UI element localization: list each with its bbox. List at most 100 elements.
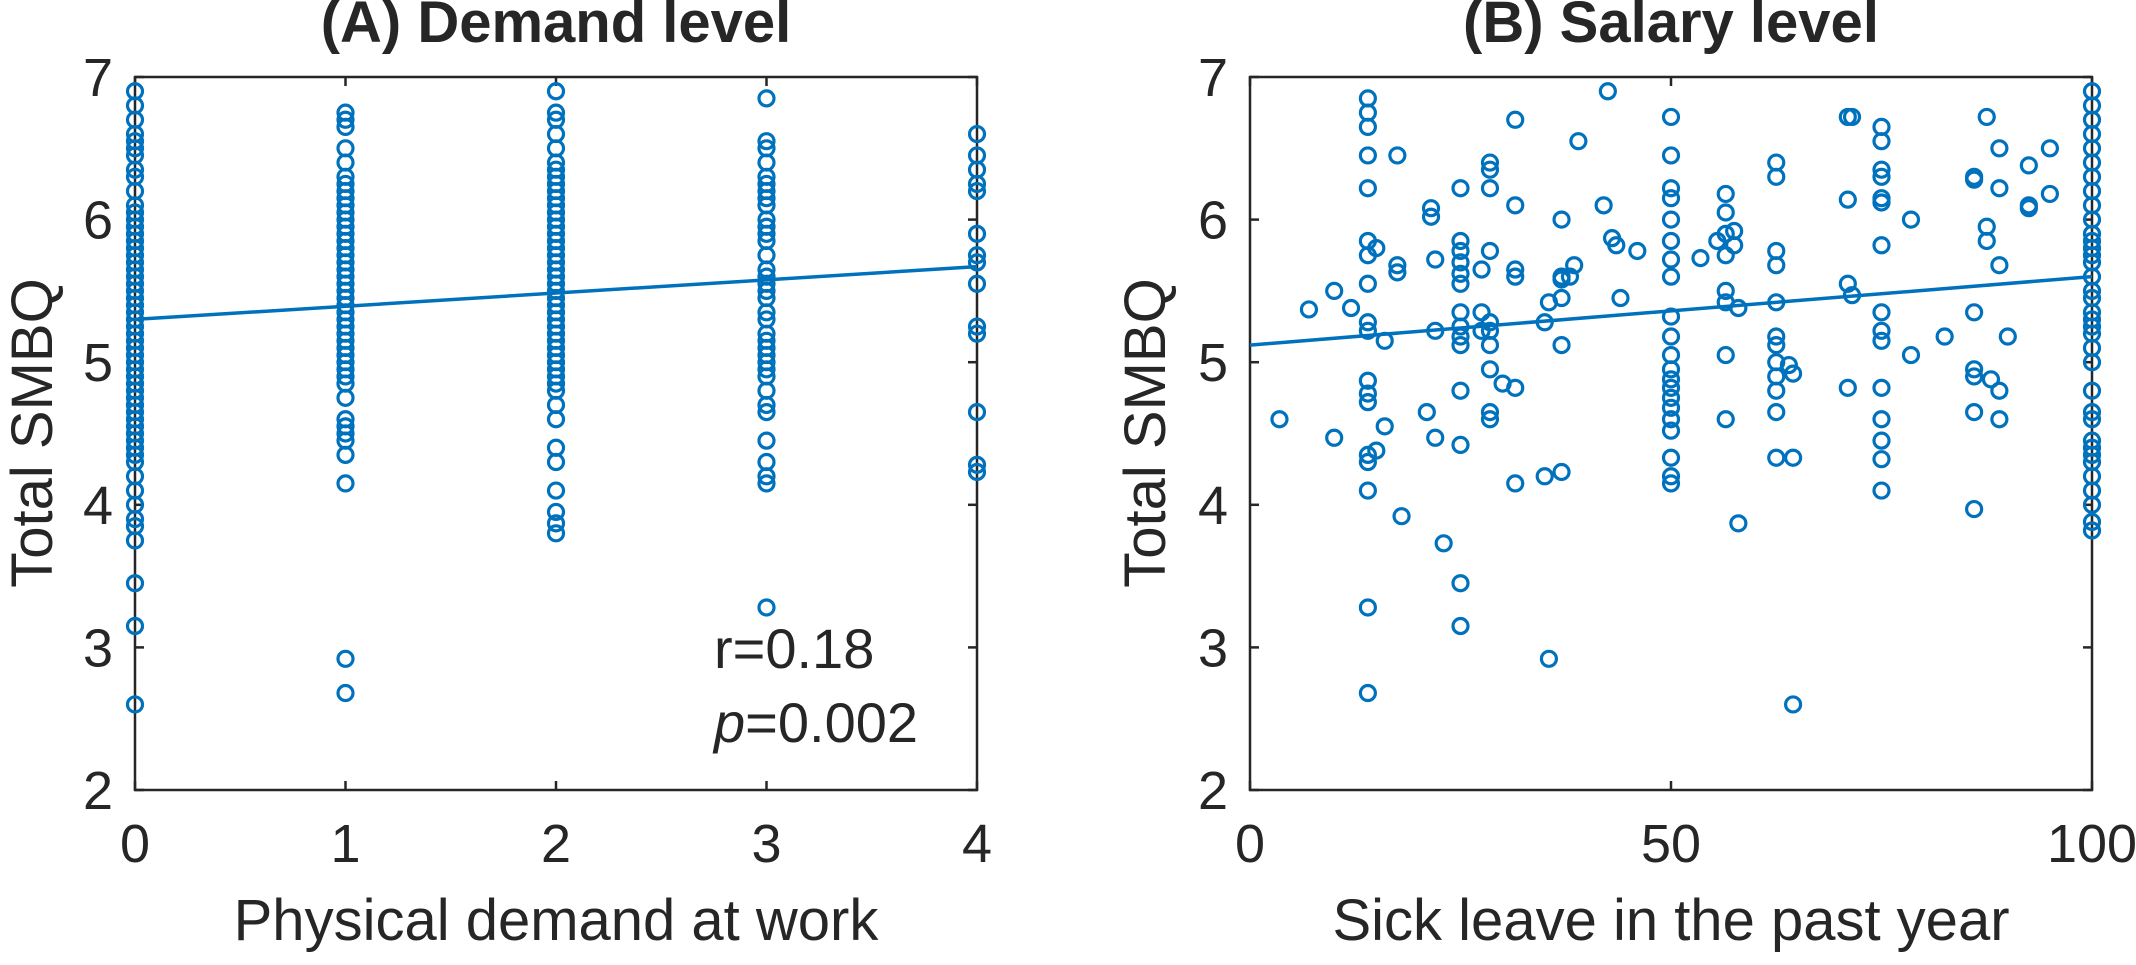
panel-b-data-point [1506, 474, 1525, 493]
panel-b-data-point [1611, 288, 1630, 308]
panel-b-data-point [1417, 403, 1436, 422]
panel-a-p-annotation: p=0.002 [712, 691, 918, 754]
panel-a-data-point [967, 403, 987, 422]
panel-a-points [125, 82, 987, 714]
panel-b-data-point [2082, 353, 2102, 372]
panel-b-data-point [1661, 378, 1681, 397]
panel-a-data-point [125, 531, 145, 550]
panel-a-data-point [967, 317, 987, 336]
panel-b-data-point [1872, 321, 1891, 340]
panel-b-data-point [1451, 335, 1470, 355]
panel-b-data-point [1506, 196, 1525, 215]
panel-a-data-point [757, 474, 776, 493]
panel-b-data-point [1716, 281, 1735, 300]
panel-b-data-point [1358, 313, 1377, 332]
panel-a-data-point [546, 103, 566, 122]
panel-b-data-point [1480, 179, 1500, 198]
panel-b-data-point [2082, 521, 2102, 540]
panel-a-data-point [757, 467, 776, 486]
panel-b-data-point [2082, 246, 2102, 265]
panel-a-data-point [757, 89, 776, 108]
panel-b-data-point [1451, 264, 1470, 283]
panel-b-data-point [1783, 448, 1803, 467]
panel-a-fit-line [134, 264, 978, 322]
panel-b-data-point [1539, 649, 1559, 668]
panel-b-data-point [1716, 345, 1735, 365]
panel-a-data-point [125, 509, 145, 529]
panel-a-data-point [967, 124, 987, 144]
panel-b-data-point [1598, 82, 1617, 101]
panel-b-data-point [1506, 110, 1525, 129]
panel-b-data-point [1716, 246, 1735, 265]
panel-b-data-point [1325, 428, 1344, 447]
panel-a-data-point [336, 388, 355, 407]
panel-a-data-point [546, 502, 566, 522]
panel-a-data-point [546, 452, 566, 472]
panel-a-x-tick-label: 3 [751, 814, 781, 874]
panel-b-data-point [2040, 184, 2059, 204]
panel-b-data-point [1990, 381, 2009, 400]
panel-b-data-point [1451, 616, 1470, 636]
panel-b-data-point [1661, 410, 1681, 429]
panel-a-data-point [757, 189, 776, 208]
panel-b-data-point [1358, 321, 1377, 340]
panel-b-data-point [1977, 231, 1996, 251]
panel-b-data-point [1965, 499, 1984, 519]
panel-b-title: (B) Salary level [1463, 0, 1879, 55]
panel-b-data-point [1661, 210, 1681, 229]
panel-b-data-point [1990, 410, 2009, 429]
panel-b-data-point [2082, 381, 2102, 400]
panel-b-data-point [1358, 393, 1377, 412]
panel-a-data-point [125, 139, 145, 158]
panel-b-data-point [1472, 260, 1491, 279]
panel-b-data-point [1661, 388, 1681, 407]
panel-b-data-point [1872, 410, 1891, 429]
panel-b-data-point [1729, 298, 1748, 318]
panel-b-data-point [1977, 107, 1996, 127]
panel-b-data-point [1716, 203, 1735, 222]
panel-b-data-point [1767, 448, 1786, 467]
panel-a-data-point [757, 303, 776, 322]
panel-b-data-point [1842, 107, 1862, 127]
panel-a-y-tick-label: 2 [83, 761, 113, 821]
panel-b-data-point [1872, 378, 1891, 397]
panel-b-data-point [2082, 495, 2102, 514]
panel-a-data-point [125, 445, 145, 464]
panel-b-data-point [1367, 239, 1386, 258]
panel-a-data-point [336, 110, 355, 129]
panel-b-data-point [1451, 274, 1470, 293]
panel-a-y-tick-label: 3 [83, 618, 113, 678]
panel-a-data-point [757, 132, 776, 151]
panel-b-data-point [1421, 207, 1441, 226]
panel-b-data-point [1872, 303, 1891, 322]
panel-a-data-point [757, 395, 776, 415]
panel-b-data-point [2082, 281, 2102, 300]
panel-b-data-point [1661, 327, 1681, 346]
panel-a-data-point [336, 683, 355, 703]
panel-b-data-point [1480, 403, 1500, 422]
panel-b-y-tick-label: 6 [1198, 191, 1228, 251]
panel-b-data-point [1661, 107, 1681, 127]
panel-b-data-point [1367, 441, 1386, 460]
panel-b-data-point [1552, 335, 1571, 355]
panel-b-data-point [1480, 241, 1500, 261]
panel-b-data-point [1990, 179, 2009, 198]
panel-b-data-point [1358, 384, 1377, 403]
panel-b-data-point [1480, 153, 1500, 172]
panel-b-data-point [2040, 139, 2059, 158]
panel-b-data-point [1779, 355, 1798, 375]
panel-b-data-point [1299, 300, 1319, 319]
panel-b-data-point [1358, 452, 1377, 472]
panel-b-data-point [1451, 574, 1470, 593]
panel-b-data-point [1901, 210, 1921, 229]
panel-a-data-point [757, 281, 776, 300]
panel-b-data-point [1767, 256, 1786, 275]
panel-b-data-point [1480, 335, 1500, 355]
panel-b-data-point [1392, 507, 1411, 526]
panel-a-data-point [757, 360, 776, 379]
panel-b-data-point [1965, 367, 1984, 386]
panel-b-y-tick-label: 5 [1198, 333, 1228, 393]
panel-b-data-point [1451, 241, 1470, 261]
panel-b-data-point [1661, 189, 1681, 208]
panel-b-data-point [1661, 467, 1681, 486]
